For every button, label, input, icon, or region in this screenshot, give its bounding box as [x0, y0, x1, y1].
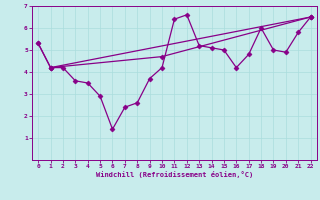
- X-axis label: Windchill (Refroidissement éolien,°C): Windchill (Refroidissement éolien,°C): [96, 171, 253, 178]
